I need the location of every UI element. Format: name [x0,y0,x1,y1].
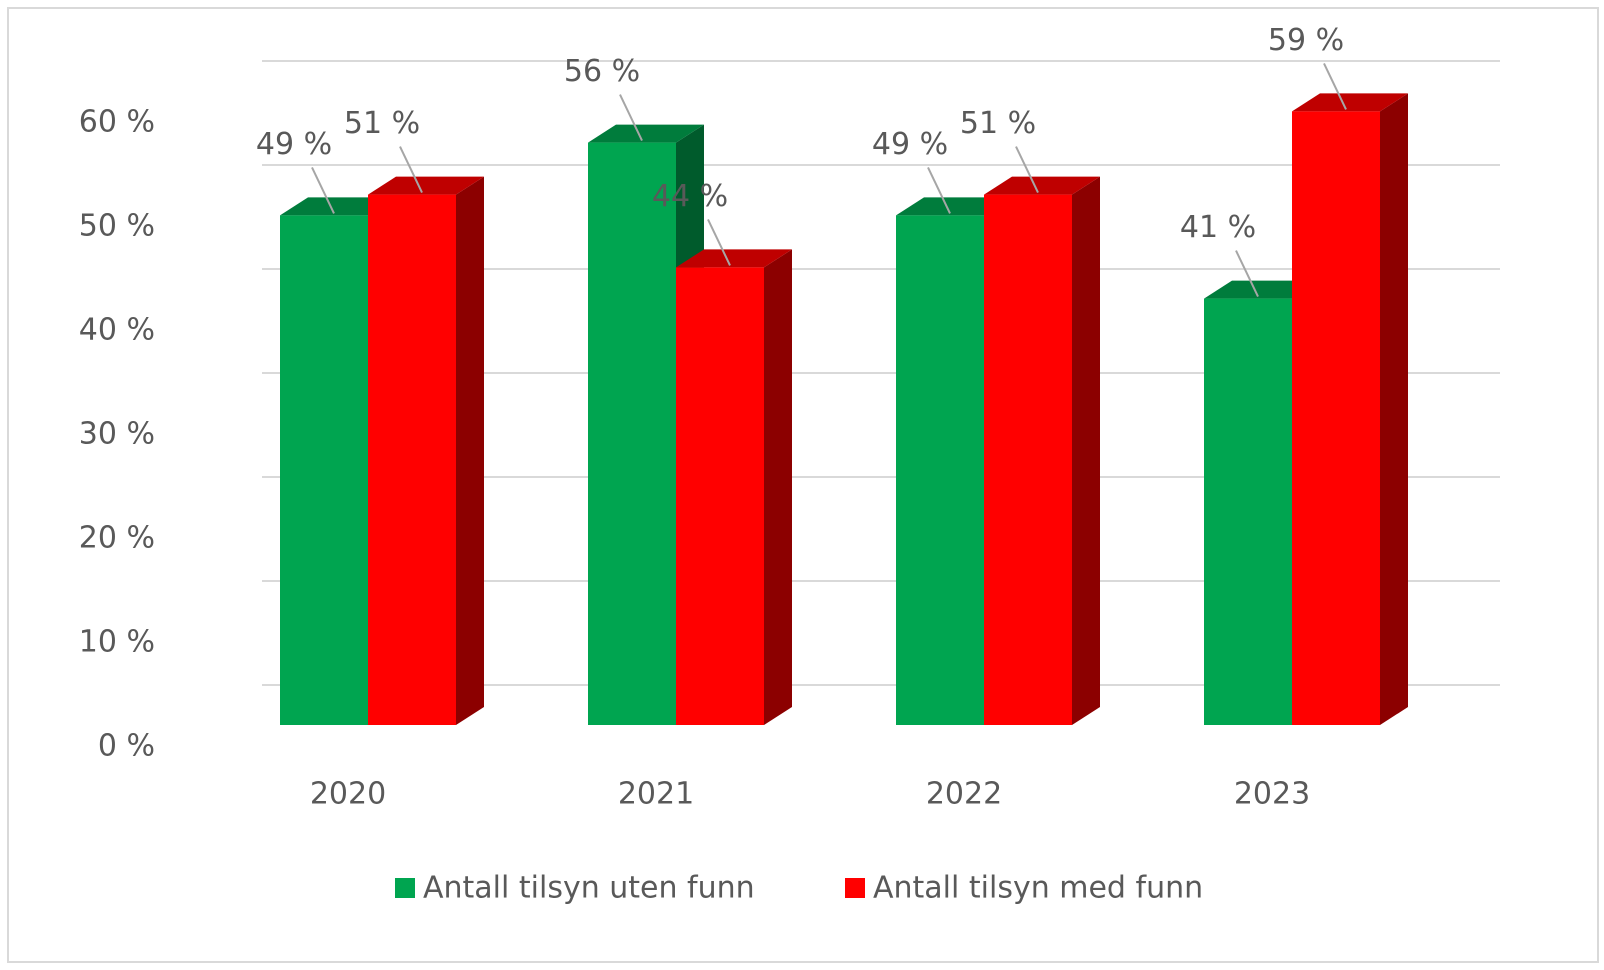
y-tick-label: 20 % [79,521,155,556]
bar-front [588,142,676,726]
x-tick-label: 2023 [1234,777,1310,812]
bar-top [588,124,704,143]
value-label: 49 % [872,127,948,162]
leader-line [1015,146,1039,194]
value-label: 49 % [256,127,332,162]
value-label: 41 % [1180,210,1256,245]
bar-front [896,215,984,725]
y-tick-label: 10 % [79,625,155,660]
bar [368,176,484,726]
leader-line [619,94,643,142]
bar-top [1204,280,1320,299]
bar-top [368,176,484,195]
legend-label: Antall tilsyn med funn [873,871,1203,906]
bar-front [676,267,764,725]
x-tick-label: 2022 [926,777,1002,812]
bar [984,176,1100,726]
bar-side [456,176,484,726]
leader-line [1323,62,1347,110]
bar-front [368,194,456,726]
legend-swatch [395,878,415,898]
bar-side [764,249,792,725]
bar-side [1072,176,1100,726]
leader-line [311,166,335,214]
y-tick-label: 60 % [79,105,155,140]
bar-top [1292,93,1408,112]
leader-line [1235,250,1259,298]
value-label: 51 % [960,106,1036,141]
bar [1292,93,1408,725]
leader-line [399,146,423,194]
bar-front [984,194,1072,726]
bar-front [1204,298,1292,725]
bar-top [984,176,1100,195]
y-tick-label: 30 % [79,417,155,452]
y-tick-label: 0 % [98,729,155,764]
x-tick-label: 2020 [310,777,386,812]
x-tick-label: 2021 [618,777,694,812]
bar-top [280,197,396,216]
value-label: 56 % [564,54,640,89]
legend-label: Antall tilsyn uten funn [423,871,755,906]
bar [676,249,792,725]
y-tick-label: 50 % [79,209,155,244]
leader-line [707,218,731,266]
leader-line [927,166,951,214]
bar-side [1380,93,1408,725]
value-label: 44 % [652,179,728,214]
bar-top [896,197,1012,216]
y-tick-label: 40 % [79,313,155,348]
legend-swatch [845,878,865,898]
value-label: 59 % [1268,23,1344,58]
bar-front [1292,111,1380,725]
value-label: 51 % [344,106,420,141]
bar-front [280,215,368,725]
bar-top [676,249,792,268]
